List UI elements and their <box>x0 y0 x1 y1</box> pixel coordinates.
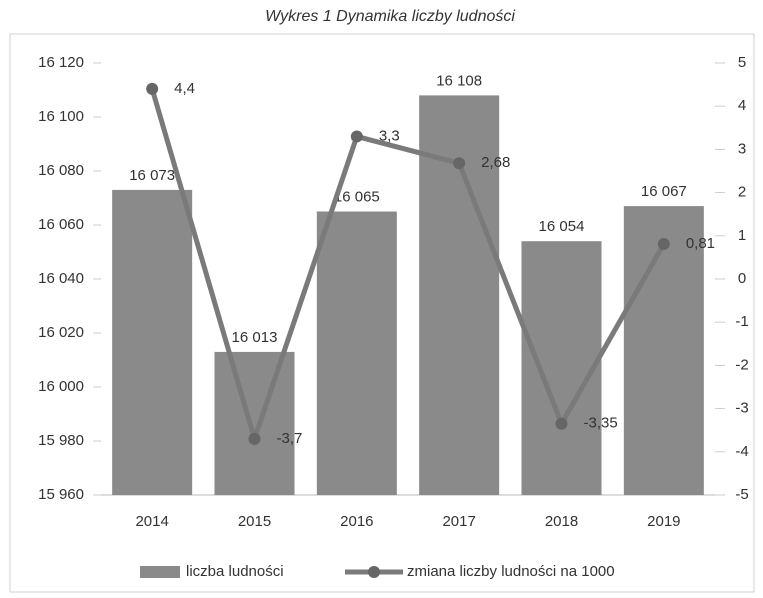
line-marker <box>555 417 568 430</box>
line-value-label: 4,4 <box>174 80 195 97</box>
y2-tick-label: -2 <box>735 356 748 373</box>
bar <box>214 351 295 495</box>
y-tick-label: 16 000 <box>38 378 84 395</box>
bar-value-label: 16 013 <box>232 329 278 346</box>
y-tick-label: 15 960 <box>38 486 84 503</box>
x-tick-label: 2014 <box>135 513 168 530</box>
bar <box>316 211 397 495</box>
legend-swatch <box>140 566 180 578</box>
y2-tick-label: -3 <box>735 400 748 417</box>
bar-value-label: 16 108 <box>436 72 482 89</box>
x-tick-label: 2015 <box>238 513 271 530</box>
bar-value-label: 16 065 <box>334 188 380 205</box>
line-marker <box>453 157 466 170</box>
bar <box>623 206 704 495</box>
y-tick-label: 16 100 <box>38 108 84 125</box>
legend-label: zmiana liczby ludności na 1000 <box>407 563 615 580</box>
y2-tick-label: 3 <box>738 140 746 157</box>
y-tick-label: 16 060 <box>38 216 84 233</box>
x-tick-label: 2016 <box>340 513 373 530</box>
x-tick-label: 2018 <box>545 513 578 530</box>
bar-value-label: 16 054 <box>539 218 585 235</box>
legend-label: liczba ludności <box>186 563 284 580</box>
line-value-label: 3,3 <box>379 127 400 144</box>
y-tick-label: 16 020 <box>38 324 84 341</box>
line-value-label: 0,81 <box>686 235 715 252</box>
bar-value-label: 16 073 <box>129 167 175 184</box>
chart-title: Wykres 1 Dynamika liczby ludności <box>265 8 515 25</box>
y-tick-label: 16 080 <box>38 162 84 179</box>
y2-tick-label: 4 <box>738 97 746 114</box>
line-value-label: -3,35 <box>584 415 618 432</box>
legend-marker <box>368 566 380 578</box>
y-tick-label: 16 120 <box>38 54 84 71</box>
x-tick-label: 2017 <box>442 513 475 530</box>
y-tick-label: 16 040 <box>38 270 84 287</box>
line-marker <box>248 432 261 445</box>
y2-tick-label: -5 <box>735 486 748 503</box>
y2-tick-label: 1 <box>738 227 746 244</box>
y-tick-label: 15 980 <box>38 432 84 449</box>
bar <box>521 241 602 495</box>
bar <box>112 189 193 495</box>
y2-tick-label: 5 <box>738 54 746 71</box>
y2-tick-label: -1 <box>735 313 748 330</box>
line-value-label: 2,68 <box>481 154 510 171</box>
chart-frame <box>9 33 755 593</box>
line-value-label: -3,7 <box>277 430 303 447</box>
line-marker <box>657 238 670 251</box>
y2-tick-label: -4 <box>735 443 748 460</box>
line-marker <box>350 130 363 143</box>
y2-tick-label: 2 <box>738 184 746 201</box>
line <box>149 88 667 448</box>
line-marker <box>146 82 159 95</box>
x-tick-label: 2019 <box>647 513 680 530</box>
bar-value-label: 16 067 <box>641 183 687 200</box>
y2-tick-label: 0 <box>738 270 746 287</box>
